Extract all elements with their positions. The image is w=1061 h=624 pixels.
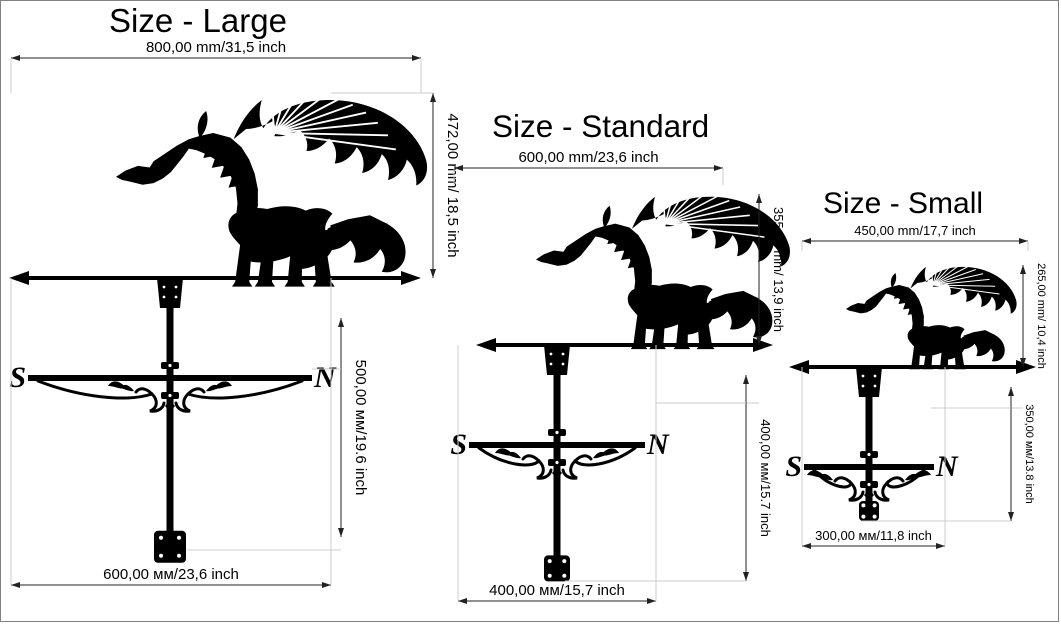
svg-text:S: S [9, 361, 26, 394]
svg-text:N: N [935, 450, 959, 483]
svg-text:350,00 мм/13.8 inch: 350,00 мм/13.8 inch [1023, 404, 1035, 504]
svg-text:600,00 mm/23,6 inch: 600,00 mm/23,6 inch [518, 149, 658, 166]
svg-text:N: N [646, 428, 670, 461]
svg-text:600,00 мм/23,6 inch: 600,00 мм/23,6 inch [103, 566, 239, 583]
svg-text:S: S [785, 450, 802, 483]
svg-text:N: N [313, 361, 337, 394]
svg-text:Size - Small: Size - Small [823, 187, 983, 220]
svg-text:300,00 мм/11,8 inch: 300,00 мм/11,8 inch [815, 528, 932, 543]
svg-text:450,00 mm/17,7 inch: 450,00 mm/17,7 inch [854, 223, 975, 238]
svg-text:Size - Standard: Size - Standard [492, 108, 709, 144]
svg-text:S: S [450, 428, 467, 461]
svg-text:355,00 mm/ 13,9 inch: 355,00 mm/ 13,9 inch [771, 207, 786, 332]
svg-text:265,00 mm/ 10,4 inch: 265,00 mm/ 10,4 inch [1035, 263, 1047, 369]
svg-text:Size - Large: Size - Large [109, 2, 287, 39]
svg-text:800,00 mm/31,5 inch: 800,00 mm/31,5 inch [146, 39, 286, 56]
svg-text:400,00 мм/15.7 inch: 400,00 мм/15.7 inch [758, 419, 773, 537]
svg-text:500,00 мм/19.6 inch: 500,00 мм/19.6 inch [352, 360, 369, 496]
svg-text:472,00 mm/ 18,5 inch: 472,00 mm/ 18,5 inch [444, 113, 461, 257]
svg-text:400,00 мм/15,7 inch: 400,00 мм/15,7 inch [489, 582, 625, 599]
